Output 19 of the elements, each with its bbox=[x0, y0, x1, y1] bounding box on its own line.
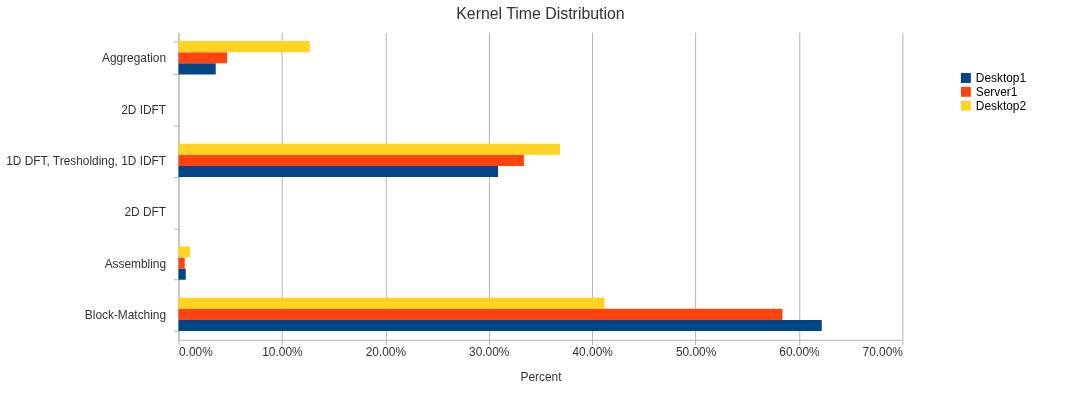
x-tick-label: 0.00% bbox=[179, 345, 214, 360]
y-tick-label: Block-Matching bbox=[84, 307, 167, 322]
y-tick-label: Aggregation bbox=[101, 51, 167, 66]
x-tick-label: 60.00% bbox=[779, 345, 821, 360]
legend-label: Server1 bbox=[975, 84, 1018, 99]
x-tick-label: 30.00% bbox=[469, 345, 510, 360]
y-tick-label: Assembling bbox=[104, 256, 167, 271]
chart-title: Kernel Time Distribution bbox=[456, 5, 625, 23]
x-tick-label: 50.00% bbox=[675, 345, 717, 360]
x-tick-label: 20.00% bbox=[365, 345, 407, 360]
x-axis-title: Percent bbox=[520, 369, 563, 384]
y-tick-label: 2D DFT bbox=[124, 205, 167, 220]
legend-label: Desktop2 bbox=[975, 98, 1027, 113]
x-tick-label: 40.00% bbox=[572, 345, 614, 360]
y-tick-label: 2D IDFT bbox=[121, 102, 167, 117]
x-tick-label: 10.00% bbox=[262, 345, 303, 360]
x-tick-label: 70.00% bbox=[862, 345, 904, 360]
y-tick-label: 1D DFT, Tresholding, 1D IDFT bbox=[6, 153, 167, 168]
legend-label: Desktop1 bbox=[975, 70, 1027, 85]
